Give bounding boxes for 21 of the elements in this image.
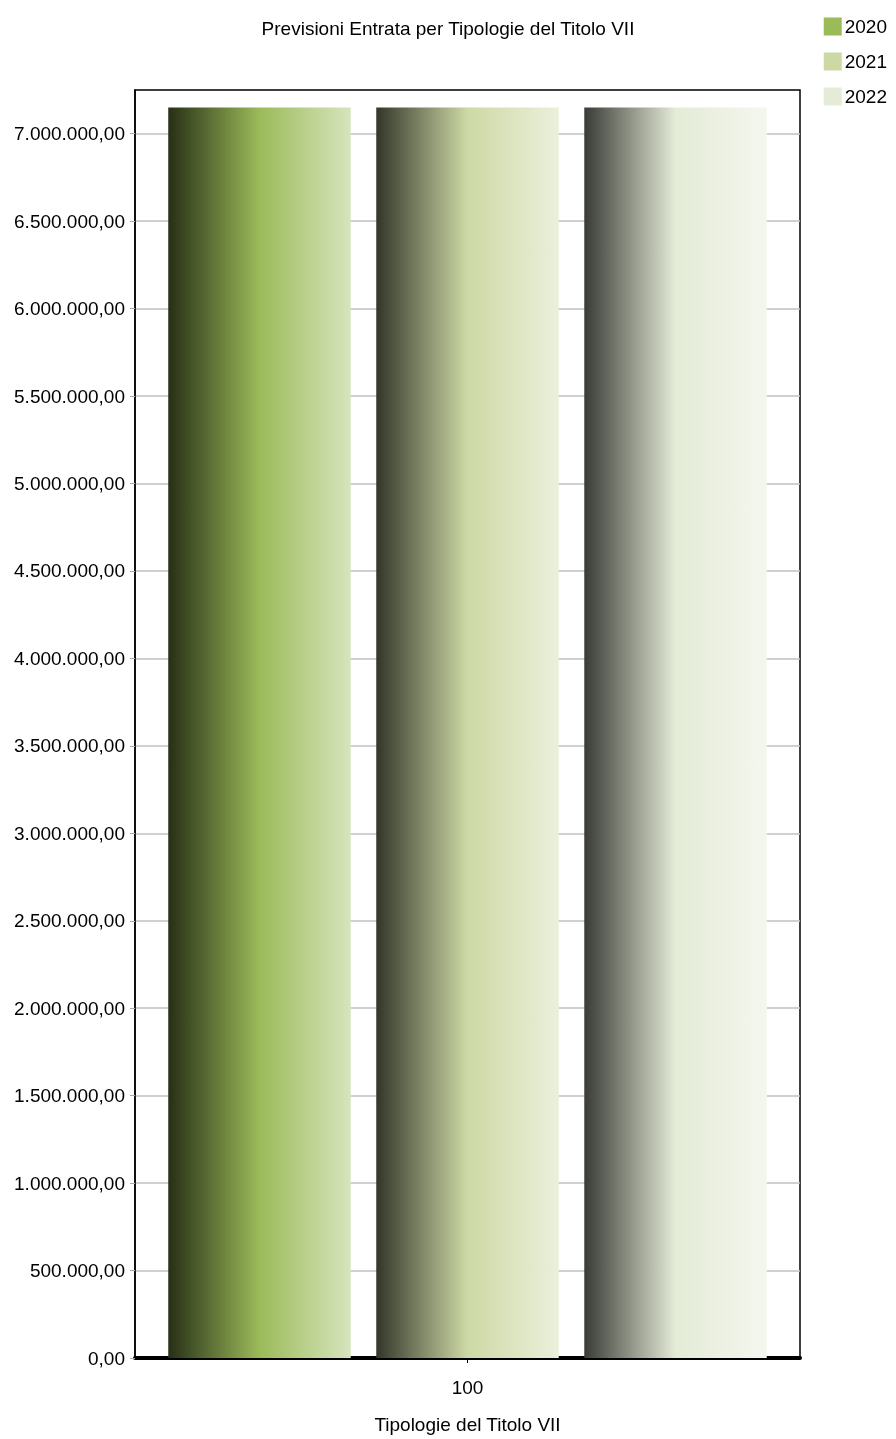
chart-title: Previsioni Entrata per Tipologie del Titolo VII bbox=[261, 18, 635, 39]
y-tick-label: 0,00 bbox=[88, 1347, 125, 1369]
y-tick-label: 6.000.000,00 bbox=[14, 298, 125, 320]
y-tick-label: 6.500.000,00 bbox=[14, 210, 125, 232]
y-tick-label: 5.000.000,00 bbox=[14, 473, 125, 495]
y-tick-label: 3.500.000,00 bbox=[14, 735, 125, 757]
legend-label: 2020 bbox=[844, 16, 888, 37]
y-tick-label: 500.000,00 bbox=[29, 1260, 125, 1282]
x-tick-label: 100 bbox=[451, 1377, 484, 1398]
y-tick-label: 2.000.000,00 bbox=[14, 997, 125, 1019]
y-tick-label: 5.500.000,00 bbox=[14, 385, 125, 407]
y-tick-label: 1.000.000,00 bbox=[14, 1172, 125, 1194]
y-tick-label: 2.500.000,00 bbox=[14, 910, 125, 932]
legend-label: 2022 bbox=[844, 86, 888, 107]
y-tick-label: 1.500.000,00 bbox=[14, 1085, 125, 1107]
x-axis-title: Tipologie del Titolo VII bbox=[374, 1414, 561, 1435]
y-tick-label: 4.500.000,00 bbox=[14, 560, 125, 582]
y-tick-label: 7.000.000,00 bbox=[14, 123, 125, 145]
y-tick-label: 4.000.000,00 bbox=[14, 647, 125, 669]
y-tick-label: 3.000.000,00 bbox=[14, 822, 125, 844]
legend-label: 2021 bbox=[844, 51, 888, 72]
